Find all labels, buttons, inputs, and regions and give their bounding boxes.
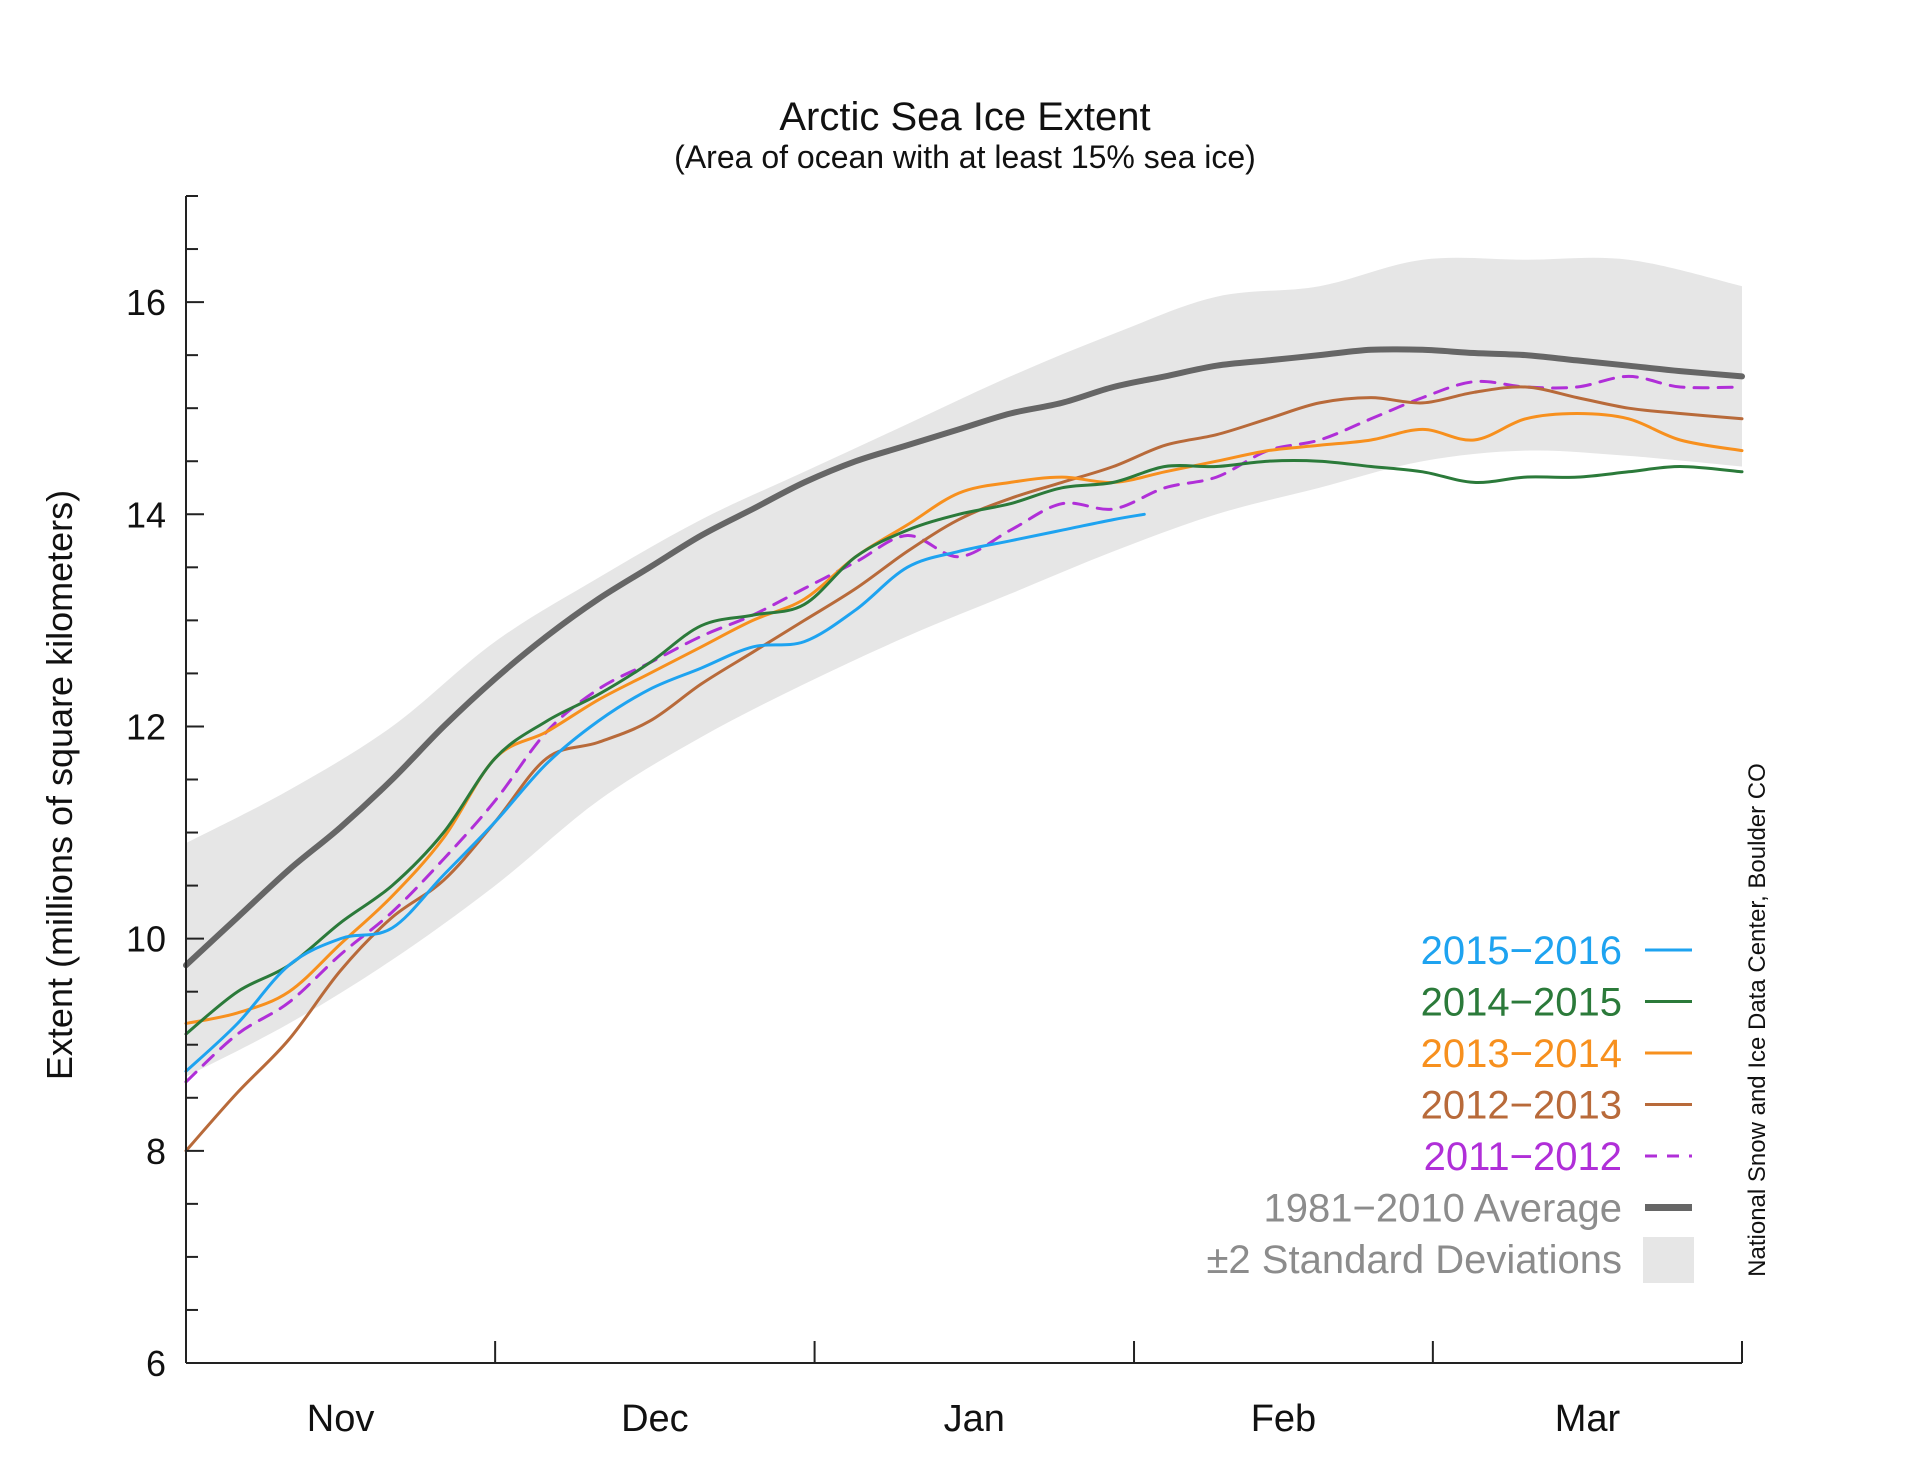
legend-label: 2015−2016 <box>1421 929 1622 973</box>
x-tick-label-dec: Dec <box>621 1398 689 1440</box>
source-credit: National Snow and Ice Data Center, Bould… <box>1744 763 1771 1277</box>
series-line-2014-2015 <box>184 459 1744 1036</box>
legend: 2015−2016 2014−2015 2013−2014 2012−2013 2011… <box>1206 929 1694 1283</box>
series-line-2011-2012 <box>184 374 1744 1084</box>
legend-label: 2012−2013 <box>1421 1084 1622 1128</box>
legend-swatch-box <box>1643 1237 1694 1283</box>
legend-label: 2014−2015 <box>1421 981 1622 1025</box>
legend-label: 1981−2010 Average <box>1264 1187 1623 1231</box>
chart-subtitle: (Area of ocean with at least 15% sea ice… <box>674 139 1256 175</box>
series-line-2013-2014 <box>184 412 1744 1025</box>
axes-group: 6 8 10 12 14 16 Nov Dec Jan Feb Mar <box>126 195 1743 1440</box>
x-tick-label-mar: Mar <box>1555 1398 1621 1440</box>
series-group <box>183 346 1745 1153</box>
y-tick-label: 16 <box>126 282 166 323</box>
std-dev-band-group <box>186 257 1742 1077</box>
y-tick-label: 12 <box>126 706 166 747</box>
y-tick-label: 8 <box>146 1131 166 1172</box>
x-tick-label-jan: Jan <box>944 1398 1005 1440</box>
series-line-1981-2010-average <box>183 346 1745 969</box>
y-tick-label: 10 <box>126 919 166 960</box>
chart-title: Arctic Sea Ice Extent <box>779 95 1150 139</box>
std-dev-band <box>186 257 1742 1077</box>
x-tick-label-feb: Feb <box>1251 1398 1316 1440</box>
x-tick-label-nov: Nov <box>307 1398 375 1440</box>
legend-label: 2013−2014 <box>1421 1032 1622 1076</box>
legend-label: ±2 Standard Deviations <box>1206 1238 1622 1282</box>
series-line-2015-2016 <box>184 512 1146 1073</box>
y-axis-label: Extent (millions of square kilometers) <box>39 490 80 1080</box>
legend-label: 2011−2012 <box>1424 1135 1622 1179</box>
y-tick-label: 6 <box>146 1343 166 1384</box>
y-tick-label: 14 <box>126 494 166 535</box>
